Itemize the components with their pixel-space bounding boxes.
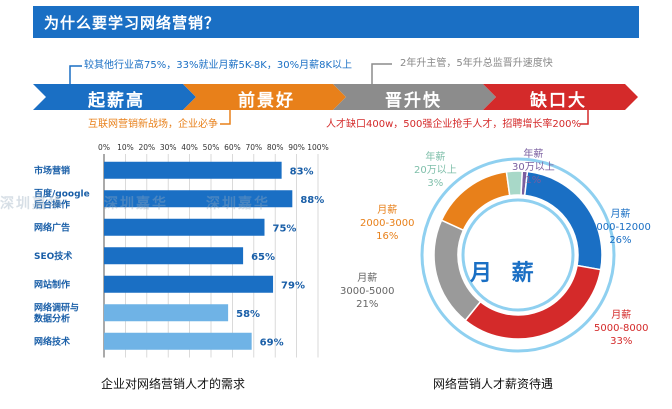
watermark: 深圳嘉华 [104,196,168,212]
slice-label-line: 2000-3000 [360,218,415,229]
page-title: 为什么要学习网络营销？ [44,14,221,32]
bar-value-label: 75% [273,223,297,234]
demand-bar-chart: 0% 10% 20% 30% 40% 50% 60% 70% 80% 90% 100% 83% 市场营销… [34,143,329,358]
bar-value-label: 88% [300,195,324,206]
slice-label-line: 1% [525,175,542,186]
bar-chart-caption: 企业对网络营销人才的需求 [101,377,246,391]
slice-label-5000-8000: 月薪 5000-8000 33% [594,309,649,348]
bar-value-label: 65% [251,252,275,263]
callout-shortage: 人才缺口400w，500强企业抢手人才，招聘增长率200% [326,119,581,130]
category-label-line: 网站制作 [34,278,70,290]
category-label-line: 百度/google [34,187,90,199]
x-tick-label: 10% [117,143,134,152]
x-tick-label: 90% [288,143,305,152]
slice-label-line: 月薪 [377,205,398,216]
callout-bracket-promotion [371,63,392,84]
slice-label-annual-300k: 年薪 30万以上 1% [512,148,555,187]
bar [104,332,252,350]
bar [104,161,282,179]
bar [104,275,274,293]
x-tick-label: 60% [224,143,241,152]
category-label: 网络调研与数据分析 [34,301,79,324]
slice-label-line: 3000-5000 [340,286,395,297]
bar [104,218,265,236]
category-label-line: 网络调研与 [34,301,79,313]
chevron-salary [33,84,196,110]
slice-label-line: 21% [356,299,379,310]
slice-label-2000-3000: 月薪 2000-3000 16% [360,204,415,243]
category-label: 百度/google 后台操作 [34,187,90,210]
slice-label-line: 20万以上 [414,165,457,176]
callout-bracket-salary [69,65,82,84]
slice-label-line: 26% [609,235,632,246]
x-tick-label: 80% [267,143,284,152]
category-label-line: 后台操作 [34,198,70,210]
bar-value-label: 58% [236,309,260,320]
chevron-label-promotion: 晋升快 [385,91,442,111]
chevron-label-shortage: 缺口大 [530,91,587,111]
category-label: 市场营销 [34,164,70,176]
slice-label-3000-5000: 月薪 3000-5000 21% [340,272,395,311]
chevron-label-salary: 起薪高 [88,91,145,111]
inner-ring [461,198,575,312]
callout-bracket-shortage [580,110,589,125]
x-tick-label: 0% [98,143,110,152]
slice-label-line: 年薪 [425,152,446,163]
x-tick-label: 70% [245,143,262,152]
slice-label-line: 16% [376,231,399,242]
x-tick-label: 50% [203,143,220,152]
x-tick-label: 20% [138,143,155,152]
slice-label-line: 5000-8000 [594,323,649,334]
salary-donut-chart [420,157,616,353]
category-label-line: 网络广告 [34,221,70,233]
category-label-line: 数据分析 [34,312,70,324]
slice-label-annual-200k: 年薪 20万以上 3% [414,151,457,190]
slice-label-line: 月薪 [611,310,632,321]
bar [104,190,293,208]
chevron-promotion [333,84,496,110]
watermark: 深圳嘉华 [206,196,270,212]
watermark: 深圳嘉华 [0,196,64,212]
bar-value-label: 69% [260,337,284,348]
slice-label-line: 年薪 [523,149,544,160]
category-label: 网络广告 [34,221,70,233]
slice-label-line: 月薪 [610,209,631,220]
slice-label-line: 8000-12000 [590,222,651,233]
outer-ring [420,157,616,353]
slice-label-line: 3% [427,178,444,189]
chevron-label-prospect: 前景好 [238,91,295,111]
title-bar [33,6,639,38]
callout-prospect: 互联网营销新战场，企业必争 [88,119,218,130]
slice-label-8000-12000: 月薪 8000-12000 26% [590,208,651,247]
donut-center-label: 月 薪 [470,261,540,286]
x-tick-label: 40% [181,143,198,152]
donut-chart-caption: 网络营销人才薪资待遇 [433,377,554,391]
bar [104,247,244,265]
category-label-line: SEO技术 [34,250,72,262]
x-tick-label: 100% [307,143,328,152]
bar-value-label: 79% [281,280,305,291]
chevron-prospect [183,84,346,110]
category-label: 网站制作 [34,278,70,290]
slice-label-line: 30万以上 [512,162,555,173]
x-tick-label: 30% [160,143,177,152]
chevron-shortage [483,84,638,110]
callout-bracket-prospect [220,110,231,125]
donut-slice [505,170,523,197]
category-label: 网络技术 [34,335,70,347]
slice-label-line: 月薪 [357,273,378,284]
category-label-line: 网络技术 [34,335,70,347]
category-label-line: 市场营销 [34,164,70,176]
category-label: SEO技术 [34,250,72,262]
slice-label-line: 33% [610,336,633,347]
bar-value-label: 83% [290,166,314,177]
bar [104,304,229,322]
callout-promotion: 2年升主管，5年升总监晋升速度快 [400,58,553,69]
callout-salary: 较其他行业高75%，33%就业月薪5K-8K，30%月薪8K以上 [84,60,352,71]
